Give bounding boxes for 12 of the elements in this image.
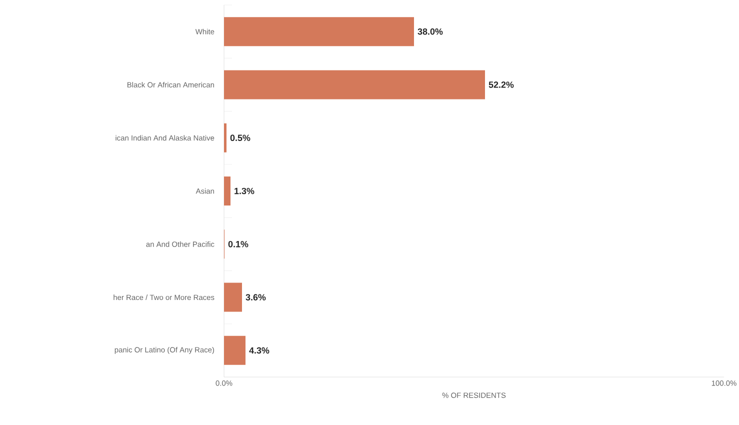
data-label: 0.5% xyxy=(230,134,250,142)
data-label: 3.6% xyxy=(246,294,266,300)
data-label: 38.0% xyxy=(418,28,443,35)
bar xyxy=(224,17,414,46)
data-label: 4.3% xyxy=(249,347,270,354)
data-label: 52.2% xyxy=(488,82,514,88)
data-label: 0.1% xyxy=(228,240,248,248)
bar xyxy=(224,336,246,365)
bar xyxy=(224,282,242,312)
data-label: 1.3% xyxy=(234,188,254,194)
bar xyxy=(224,70,486,100)
bar xyxy=(224,176,230,206)
